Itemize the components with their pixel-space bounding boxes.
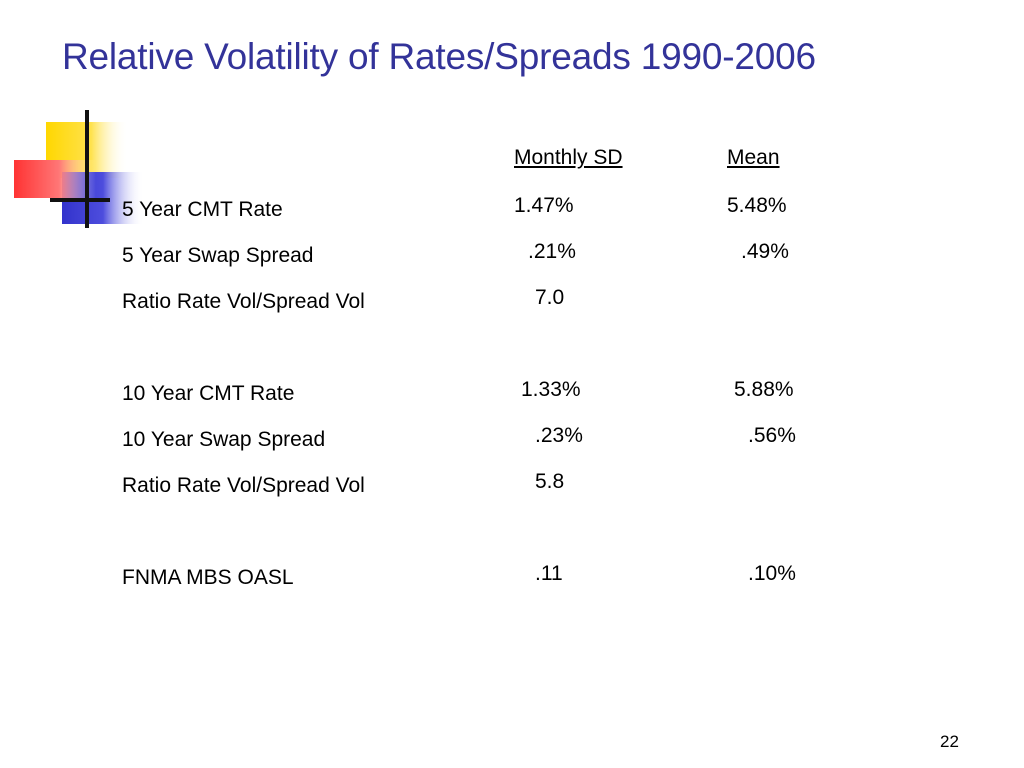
cell-mean: .56% [748,424,796,447]
cell-sd: .21% [528,240,576,263]
cell-sd: 1.33% [521,378,581,401]
cell-sd: .23% [535,424,583,447]
cell-mean: 5.48% [727,194,787,217]
cell-sd: 1.47% [514,194,574,217]
cell-sd: 7.0 [535,286,565,309]
decorative-squares-graphic [14,110,144,228]
row-label: Ratio Rate Vol/Spread Vol [122,290,365,313]
slide-title: Relative Volatility of Rates/Spreads 199… [62,36,816,77]
row-label: FNMA MBS OASL [122,566,294,589]
header-monthly-sd: Monthly SD [514,146,623,169]
row-label: Ratio Rate Vol/Spread Vol [122,474,365,497]
header-mean: Mean [727,146,780,169]
row-label: 5 Year CMT Rate [122,198,283,221]
cell-mean: 5.88% [734,378,794,401]
cell-sd: .11 [535,562,563,585]
row-label: 10 Year CMT Rate [122,382,295,405]
row-label: 10 Year Swap Spread [122,428,326,451]
cell-mean: .49% [741,240,789,263]
page-number: 22 [940,732,959,751]
cell-mean: .10% [748,562,796,585]
row-label: 5 Year Swap Spread [122,244,314,267]
cell-sd: 5.8 [535,470,565,493]
